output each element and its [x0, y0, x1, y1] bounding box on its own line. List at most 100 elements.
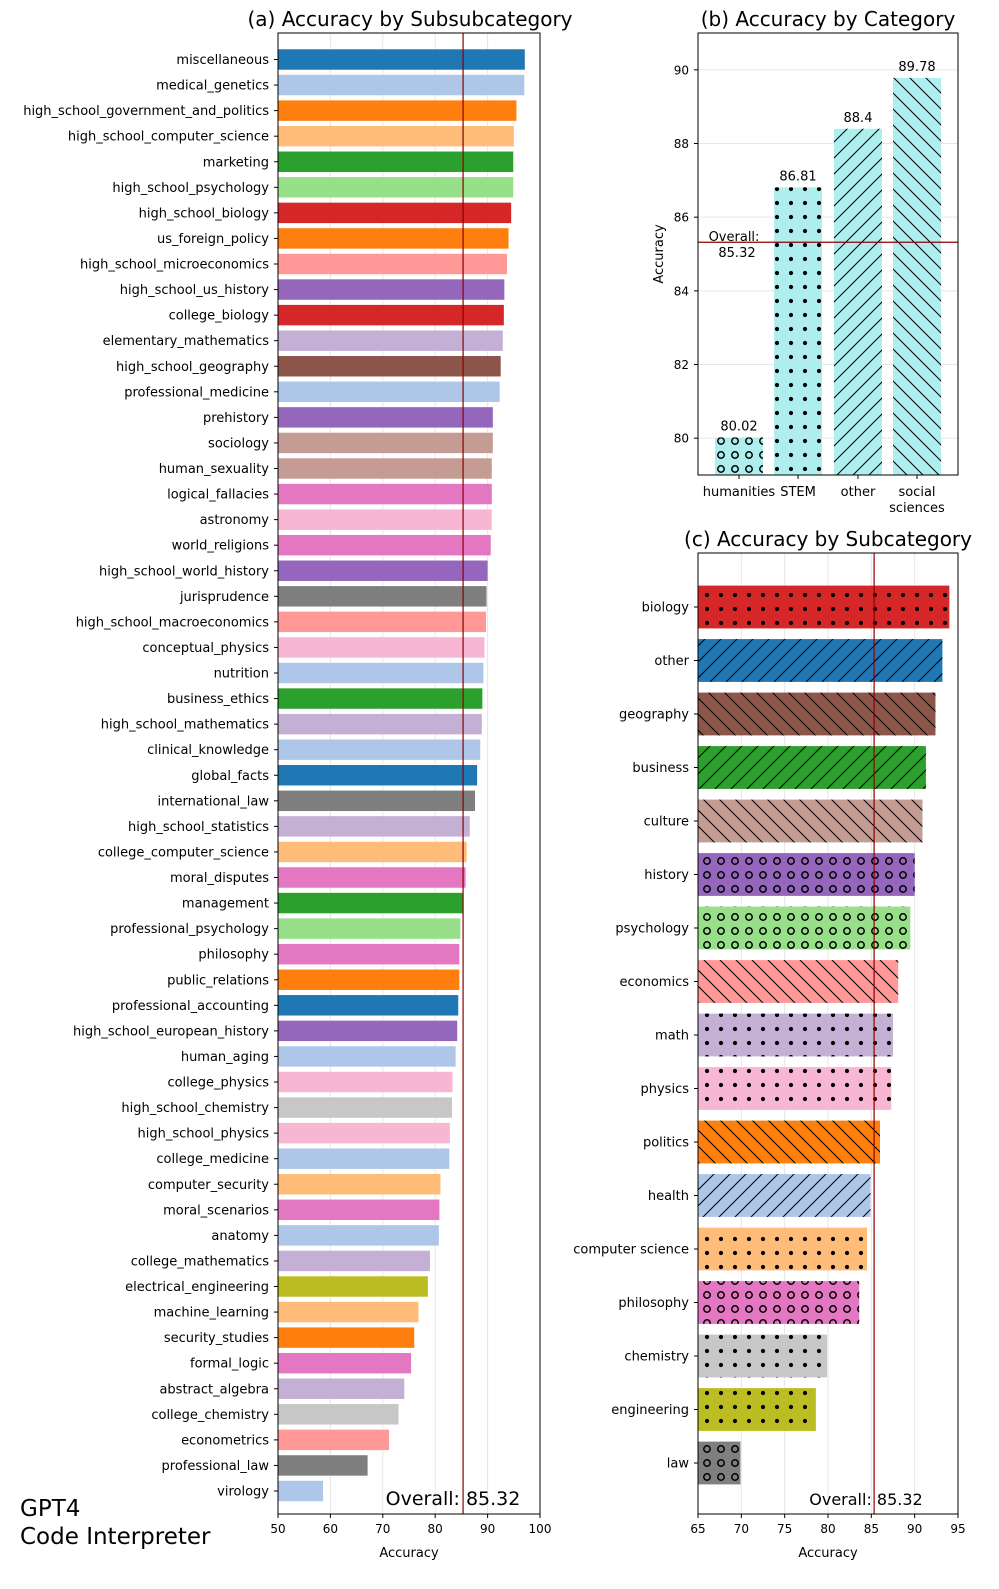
chart-a-category-label: us_foreign_policy	[157, 232, 269, 247]
chart-c-bar-hatch	[698, 639, 943, 682]
chart-a-category-label: professional_accounting	[112, 999, 269, 1014]
chart-a-category-label: high_school_psychology	[112, 181, 269, 196]
chart-a-category-label: philosophy	[198, 948, 269, 963]
chart-c-category-label: business	[632, 761, 689, 776]
chart-a-bars	[278, 49, 525, 1502]
chart-a-x-tick-label: 90	[480, 1522, 495, 1536]
chart-a-bar	[278, 918, 461, 939]
chart-a-category-label: management	[182, 897, 269, 912]
chart-a-overall-label: Overall: 85.32	[386, 1488, 521, 1510]
chart-c-bar-hatch	[698, 746, 926, 789]
chart-a-category-label: high_school_statistics	[128, 820, 269, 835]
chart-c-bar-hatch	[698, 1441, 741, 1485]
chart-a-category-label: electrical_engineering	[125, 1280, 269, 1295]
chart-b-category-label: other	[841, 485, 876, 500]
chart-b-category-label: social	[898, 485, 935, 500]
chart-a-bar	[278, 611, 487, 633]
chart-a-bar	[278, 841, 467, 863]
chart-b-value-label: 80.02	[720, 419, 757, 434]
chart-a-bar	[278, 74, 525, 96]
chart-a-category-label: high_school_world_history	[99, 564, 269, 579]
chart-a-category-label: high_school_computer_science	[68, 130, 269, 145]
chart-a-bar	[278, 662, 484, 684]
chart-a-bar	[278, 483, 492, 505]
chart-a-bar	[278, 688, 483, 709]
chart-c-category-label: history	[644, 868, 689, 883]
chart-c-bar-hatch	[698, 585, 950, 629]
chart-a-category-label: world_religions	[172, 539, 270, 554]
chart-a-category-label: machine_learning	[154, 1306, 269, 1321]
chart-a-category-label: college_chemistry	[151, 1408, 269, 1423]
chart-c-category-label: law	[667, 1457, 690, 1472]
chart-b-y-tick-label: 82	[674, 358, 689, 372]
chart-a-category-label: high_school_european_history	[73, 1024, 269, 1039]
chart-b-y-tick-label: 84	[674, 284, 689, 298]
chart-b-overall-label-line1: Overall:	[709, 230, 760, 245]
chart-a-category-label: college_mathematics	[131, 1254, 270, 1269]
chart-a-bar	[278, 1378, 405, 1399]
chart-c-title: (c) Accuracy by Subcategory	[684, 527, 972, 551]
chart-a-bar	[278, 969, 460, 990]
subcategory-chart: (c) Accuracy by Subcategory biology other…	[573, 527, 972, 1561]
chart-a-bar	[278, 1276, 428, 1297]
chart-c-category-label: health	[648, 1189, 689, 1204]
chart-a-bar	[278, 790, 476, 812]
chart-a-bar	[278, 1455, 368, 1476]
chart-c-category-label: philosophy	[618, 1296, 689, 1311]
chart-c-x-tick-label: 75	[777, 1522, 792, 1536]
chart-a-category-label: clinical_knowledge	[147, 743, 269, 758]
chart-a-bar	[278, 586, 487, 607]
chart-c-x-tick-label: 85	[864, 1522, 879, 1536]
chart-b-bar-hatch	[893, 77, 941, 475]
chart-b-y-tick-label: 90	[674, 63, 689, 77]
chart-a-category-label: econometrics	[181, 1433, 269, 1448]
chart-a-category-label: professional_psychology	[110, 922, 269, 937]
chart-a-bar	[278, 739, 481, 760]
chart-a-category-label: human_sexuality	[159, 462, 270, 477]
chart-a-category-label: public_relations	[167, 973, 269, 988]
chart-a-category-label: high_school_physics	[137, 1127, 269, 1142]
chart-c-category-label: psychology	[615, 922, 689, 937]
chart-a-bar	[278, 177, 514, 198]
chart-b-category-label: humanities	[703, 485, 776, 500]
chart-b-category-label: sciences	[889, 501, 945, 516]
chart-a-bar	[278, 1327, 415, 1348]
chart-c-x-tick-label: 65	[690, 1522, 705, 1536]
chart-a-category-label: formal_logic	[190, 1357, 269, 1372]
chart-a-title: (a) Accuracy by Subsubcategory	[247, 7, 572, 31]
chart-b-y-tick-label: 80	[674, 432, 689, 446]
chart-a-x-axis-label: Accuracy	[379, 1546, 439, 1561]
chart-c-bar-hatch	[698, 853, 915, 896]
chart-b-value-label: 88.4	[844, 111, 873, 126]
chart-c-overall-label: Overall: 85.32	[809, 1490, 922, 1509]
chart-c-bar-hatch	[698, 1120, 880, 1164]
chart-a-bar	[278, 509, 492, 530]
chart-b-frame	[697, 32, 959, 476]
chart-c-bar-hatch	[698, 692, 936, 736]
chart-a-category-label: business_ethics	[167, 692, 269, 707]
chart-a-bar	[278, 1250, 430, 1272]
chart-a-bar	[278, 125, 514, 147]
chart-a-bar	[278, 407, 493, 428]
chart-a-bar	[278, 1199, 440, 1221]
chart-b-value-label: 86.81	[779, 169, 816, 184]
chart-a-bar	[278, 1225, 439, 1246]
chart-a-category-label: college_medicine	[156, 1152, 269, 1167]
chart-b-title: (b) Accuracy by Category	[701, 7, 956, 31]
chart-a-category-label: high_school_macroeconomics	[76, 615, 270, 630]
chart-c-category-label: biology	[642, 601, 690, 616]
chart-c-bar-hatch	[698, 1174, 871, 1217]
chart-a-bar	[278, 458, 492, 479]
chart-a-category-label: elementary_mathematics	[103, 334, 270, 349]
chart-a-x-tick-label: 60	[323, 1522, 338, 1536]
chart-a-bar	[278, 49, 525, 70]
chart-c-bar-hatch	[698, 1013, 893, 1057]
chart-b-bar-hatch	[774, 187, 822, 475]
chart-a-category-label: marketing	[203, 155, 269, 170]
chart-a-x-tick-label: 70	[375, 1522, 390, 1536]
chart-a-bar	[278, 330, 503, 351]
chart-b-bar-hatch	[715, 437, 763, 475]
chart-a-bar	[278, 867, 466, 888]
chart-b-bars	[715, 77, 941, 475]
